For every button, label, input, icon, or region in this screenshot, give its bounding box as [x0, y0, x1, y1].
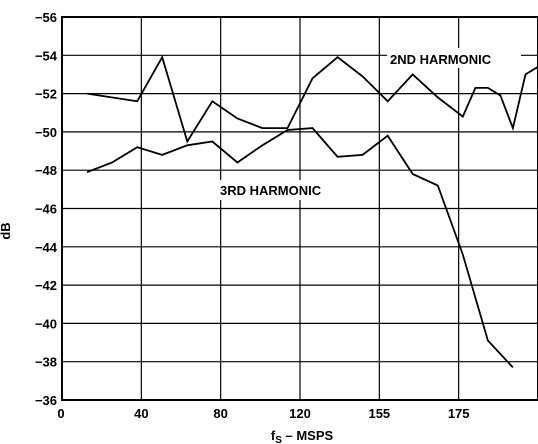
x-tick-label: 0: [57, 406, 64, 421]
y-tick-label: −46: [35, 202, 57, 217]
y-tick-label: −52: [35, 87, 57, 102]
y-tick-label: −54: [35, 48, 58, 63]
series-line-3rd-harmonic: [86, 127, 514, 369]
y-axis-label: dB: [0, 222, 13, 239]
x-axis-label-f: f: [271, 428, 276, 443]
y-tick-label: −44: [35, 240, 58, 255]
legend-3rd-harmonic: 3RD HARMONIC: [216, 180, 360, 200]
series-label-3rd-harmonic: 3RD HARMONIC: [220, 183, 322, 198]
tick-labels: −56 −54 −52 −50 −48 −46 −44 −42 −40 −38 −360 40 80 12…: [35, 10, 470, 421]
y-tick-label: −42: [35, 278, 57, 293]
plot-frame: [61, 16, 538, 401]
series-lines: [86, 54, 538, 369]
series-line-2nd-harmonic: [86, 54, 538, 144]
y-tick-label: −36: [35, 393, 57, 408]
series-label-2nd-harmonic: 2ND HARMONIC: [390, 52, 492, 67]
y-tick-label: −40: [35, 316, 57, 331]
x-axis-label: fS – MSPS: [271, 428, 334, 444]
y-tick-label: −50: [35, 125, 57, 140]
y-tick-label: −56: [35, 10, 57, 25]
legend-2nd-harmonic: 2ND HARMONIC: [387, 48, 521, 68]
x-axis-label-subscript: S: [275, 435, 282, 444]
y-tick-label: −48: [35, 163, 57, 178]
x-tick-label: 175: [448, 406, 470, 421]
x-tick-label: 155: [368, 406, 390, 421]
grid: [62, 17, 538, 400]
y-tick-label: −38: [35, 355, 57, 370]
x-tick-label: 120: [289, 406, 311, 421]
x-tick-label: 40: [134, 406, 148, 421]
x-axis-label-rest: – MSPS: [282, 428, 334, 443]
x-tick-label: 80: [213, 406, 227, 421]
